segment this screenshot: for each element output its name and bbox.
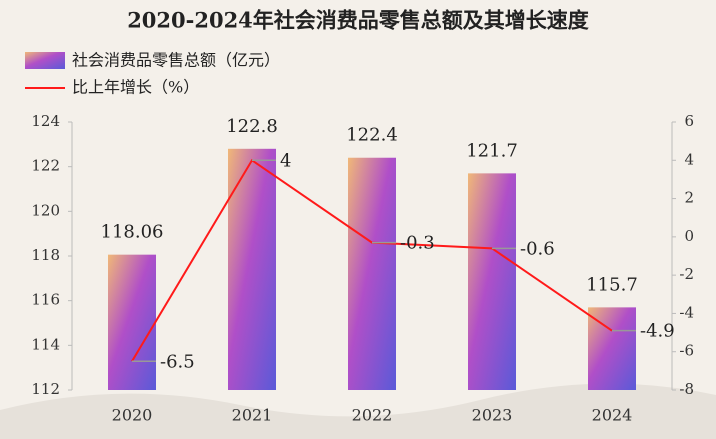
y2-tick-label: -6 <box>679 342 694 360</box>
data-label: 121.7 <box>466 140 518 161</box>
data-label: 118.06 <box>101 222 164 243</box>
y-tick-label: 124 <box>31 112 60 130</box>
y2-tick-label: 0 <box>684 227 694 245</box>
y2-tick-label: -4 <box>679 303 694 321</box>
bar <box>228 148 276 390</box>
x-tick-label: 2020 <box>112 406 153 425</box>
background-texture <box>0 383 716 439</box>
y-tick-label: 114 <box>31 335 60 353</box>
y-tick-label: 120 <box>31 201 60 219</box>
data-label: -0.3 <box>400 233 435 254</box>
y2-tick-label: 2 <box>684 189 694 207</box>
y-tick-label: 112 <box>31 380 60 398</box>
data-label: 122.4 <box>346 125 398 146</box>
x-tick-label: 2024 <box>592 406 633 425</box>
legend-swatch <box>25 52 65 69</box>
data-label: -0.6 <box>520 238 555 259</box>
bar <box>348 157 396 390</box>
y-tick-label: 122 <box>31 157 60 175</box>
data-label: 4 <box>280 150 291 171</box>
bar <box>468 173 516 390</box>
y-tick-label: 116 <box>31 291 60 309</box>
y2-tick-label: 4 <box>684 150 694 168</box>
data-label: 115.7 <box>586 274 638 295</box>
y2-tick-label: -2 <box>679 265 694 283</box>
y2-tick-label: -8 <box>679 380 694 398</box>
data-label: 122.8 <box>226 116 278 137</box>
x-tick-label: 2022 <box>352 406 393 425</box>
x-tick-label: 2023 <box>472 406 513 425</box>
data-label: -4.9 <box>640 321 675 342</box>
x-tick-label: 2021 <box>232 406 273 425</box>
y-tick-label: 118 <box>31 246 60 264</box>
legend-label: 社会消费品零售总额（亿元） <box>72 51 280 70</box>
y2-tick-label: 6 <box>684 112 694 130</box>
chart-title: 2020-2024年社会消费品零售总额及其增长速度 <box>127 8 589 33</box>
bar <box>108 254 156 390</box>
legend-label: 比上年增长（%） <box>72 78 199 97</box>
data-label: -6.5 <box>160 351 195 372</box>
bar <box>588 307 636 390</box>
